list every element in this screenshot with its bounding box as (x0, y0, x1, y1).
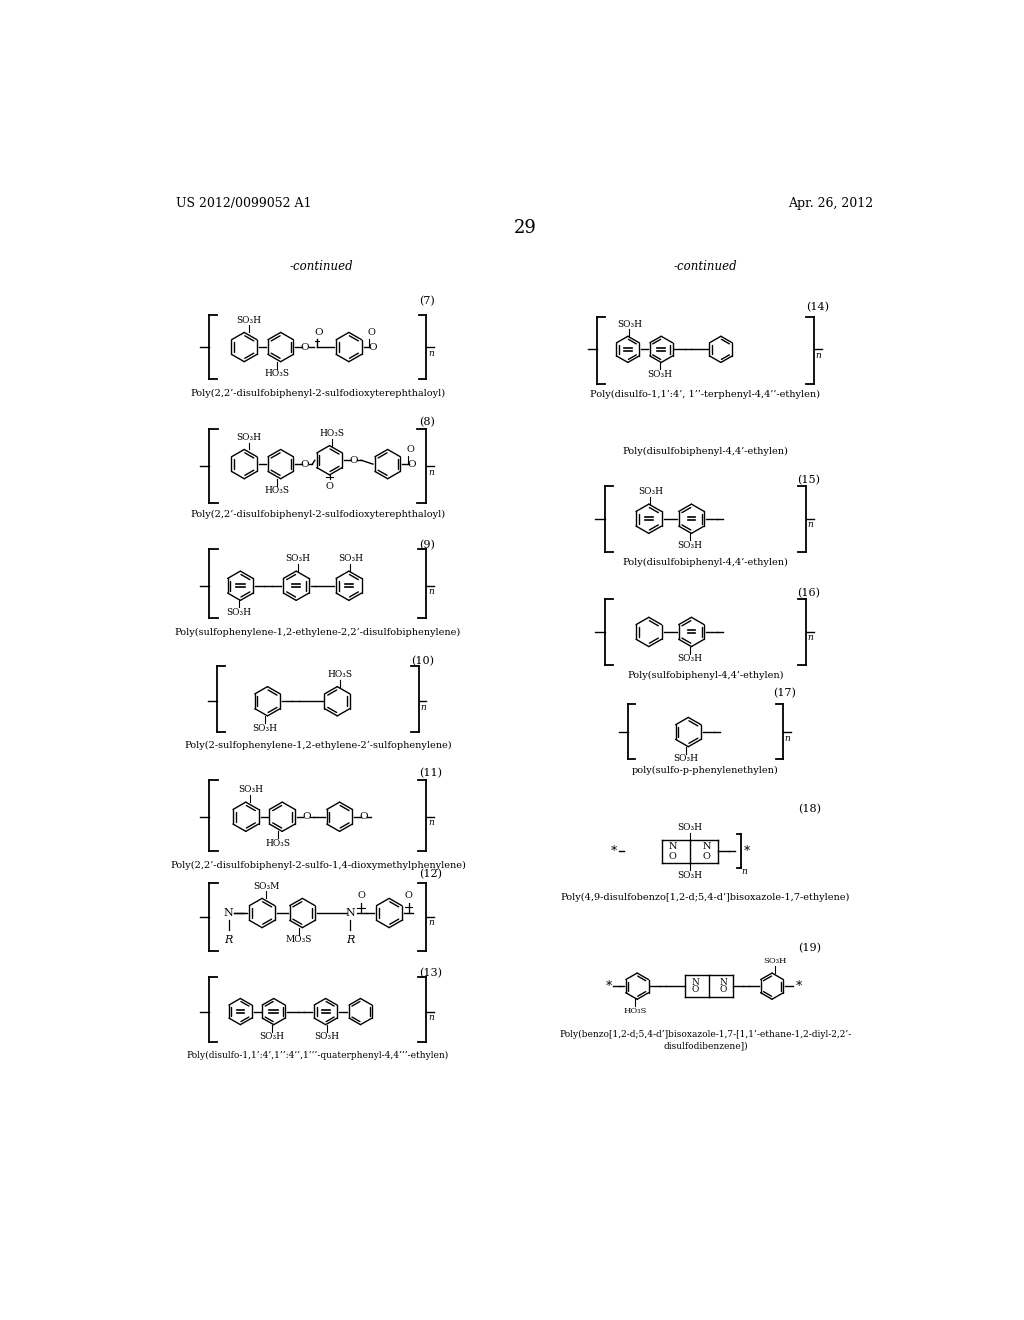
Text: O: O (368, 329, 375, 337)
Text: n: n (428, 348, 434, 358)
Text: (17): (17) (773, 689, 797, 698)
Text: SO₃H: SO₃H (677, 541, 702, 550)
Text: O: O (703, 851, 711, 861)
Text: N: N (345, 908, 355, 917)
Text: Poly(4,9-disulfobenzo[1,2-d;5,4-d’]bisoxazole-1,7-ethylene): Poly(4,9-disulfobenzo[1,2-d;5,4-d’]bisox… (561, 894, 850, 902)
Text: n: n (428, 919, 434, 928)
Text: O: O (357, 891, 366, 900)
Text: n: n (428, 818, 434, 828)
Text: HO₃S: HO₃S (624, 1007, 646, 1015)
Text: US 2012/0099052 A1: US 2012/0099052 A1 (176, 197, 311, 210)
Text: SO₃H: SO₃H (238, 785, 263, 795)
Text: *: * (743, 845, 750, 858)
Text: Poly(2,2’-disulfobiphenyl-2-sulfodioxyterephthaloyl): Poly(2,2’-disulfobiphenyl-2-sulfodioxyte… (190, 510, 445, 519)
Text: O: O (691, 986, 699, 994)
Text: SO₃H: SO₃H (677, 871, 702, 879)
Text: R: R (346, 935, 354, 945)
Text: O: O (408, 459, 416, 469)
Text: (15): (15) (797, 475, 820, 486)
Text: Poly(disulfo-1,1’:4’, 1’’-terphenyl-4,4’’-ethylen): Poly(disulfo-1,1’:4’, 1’’-terphenyl-4,4’… (591, 391, 820, 400)
Text: N: N (224, 908, 233, 917)
Text: Poly(2-sulfophenylene-1,2-ethylene-2’-sulfophenylene): Poly(2-sulfophenylene-1,2-ethylene-2’-su… (184, 741, 452, 750)
Text: O: O (314, 329, 323, 337)
Text: n: n (815, 351, 821, 360)
Text: n: n (428, 1014, 434, 1022)
Text: (16): (16) (797, 589, 820, 598)
Text: N: N (669, 842, 677, 851)
Text: disulfodibenzene]): disulfodibenzene]) (664, 1041, 748, 1051)
Text: SO₃H: SO₃H (674, 755, 698, 763)
Text: Poly(disulfobiphenyl-4,4’-ethylen): Poly(disulfobiphenyl-4,4’-ethylen) (623, 446, 788, 455)
Text: (14): (14) (806, 302, 829, 312)
Text: O: O (300, 459, 309, 469)
Text: (19): (19) (799, 942, 821, 953)
Text: SO₃H: SO₃H (286, 554, 310, 564)
Text: HO₃S: HO₃S (266, 840, 291, 847)
Text: Poly(sulfophenylene-1,2-ethylene-2,2’-disulfobiphenylene): Poly(sulfophenylene-1,2-ethylene-2,2’-di… (175, 627, 461, 636)
Text: -continued: -continued (290, 260, 353, 273)
Text: (12): (12) (419, 870, 441, 879)
Text: (7): (7) (419, 296, 434, 306)
Text: O: O (359, 812, 368, 821)
Text: n: n (784, 734, 791, 743)
Text: (11): (11) (419, 768, 441, 777)
Text: *: * (610, 845, 617, 858)
Text: Apr. 26, 2012: Apr. 26, 2012 (788, 197, 873, 210)
Text: SO₃H: SO₃H (226, 609, 251, 616)
Text: SO₃H: SO₃H (253, 723, 278, 733)
Text: (10): (10) (411, 656, 434, 667)
Text: n: n (808, 634, 813, 643)
Text: HO₃S: HO₃S (327, 671, 352, 678)
Text: n: n (741, 867, 746, 875)
Text: SO₃H: SO₃H (237, 433, 261, 442)
Text: n: n (428, 469, 434, 477)
Text: *: * (796, 979, 802, 993)
Text: n: n (420, 702, 426, 711)
Text: Poly(benzo[1,2-d;5,4-d’]bisoxazole-1,7-[1,1’-ethane-1,2-diyl-2,2’-: Poly(benzo[1,2-d;5,4-d’]bisoxazole-1,7-[… (559, 1030, 852, 1039)
Text: SO₃H: SO₃H (260, 1032, 285, 1041)
Text: SO₃H: SO₃H (237, 315, 261, 325)
Text: -continued: -continued (674, 260, 737, 273)
Text: SO₃M: SO₃M (253, 882, 280, 891)
Text: n: n (428, 587, 434, 597)
Text: Poly(2,2’-disulfobiphenyl-2-sulfo-1,4-dioxymethylphenylene): Poly(2,2’-disulfobiphenyl-2-sulfo-1,4-di… (170, 861, 466, 870)
Text: (9): (9) (419, 540, 434, 550)
Text: O: O (720, 986, 727, 994)
Text: SO₃H: SO₃H (677, 824, 702, 832)
Text: O: O (326, 482, 334, 491)
Text: R: R (224, 935, 232, 945)
Text: (8): (8) (419, 417, 434, 426)
Text: Poly(disulfobiphenyl-4,4’-ethylen): Poly(disulfobiphenyl-4,4’-ethylen) (623, 558, 788, 568)
Text: O: O (404, 891, 413, 900)
Text: Poly(disulfo-1,1’:4’,1’’:4’’,1’’’-quaterphenyl-4,4’’’-ethylen): Poly(disulfo-1,1’:4’,1’’:4’’,1’’’-quater… (186, 1051, 449, 1060)
Text: SO₃H: SO₃H (338, 554, 362, 564)
Text: HO₃S: HO₃S (264, 487, 290, 495)
Text: SO₃H: SO₃H (677, 655, 702, 663)
Text: O: O (300, 343, 309, 351)
Text: SO₃H: SO₃H (616, 319, 642, 329)
Text: O: O (349, 455, 357, 465)
Text: Poly(sulfobiphenyl-4,4’-ethylen): Poly(sulfobiphenyl-4,4’-ethylen) (627, 672, 783, 680)
Text: MO₃S: MO₃S (286, 936, 311, 944)
Text: n: n (808, 520, 813, 529)
Text: *: * (605, 979, 611, 993)
Text: N: N (691, 978, 699, 987)
Text: 29: 29 (513, 219, 537, 236)
Text: poly(sulfo-p-phenylenethylen): poly(sulfo-p-phenylenethylen) (632, 766, 778, 775)
Text: O: O (302, 812, 310, 821)
Text: O: O (369, 343, 377, 351)
Text: N: N (702, 842, 712, 851)
Text: (18): (18) (799, 804, 821, 814)
Text: (13): (13) (419, 968, 441, 978)
Text: HO₃S: HO₃S (319, 429, 344, 438)
Text: O: O (407, 445, 414, 454)
Text: Poly(2,2’-disulfobiphenyl-2-sulfodioxyterephthaloyl): Poly(2,2’-disulfobiphenyl-2-sulfodioxyte… (190, 388, 445, 397)
Text: O: O (669, 851, 677, 861)
Text: SO₃H: SO₃H (647, 370, 672, 379)
Text: SO₃H: SO₃H (764, 957, 786, 965)
Text: SO₃H: SO₃H (638, 487, 663, 496)
Text: HO₃S: HO₃S (264, 370, 290, 379)
Text: N: N (719, 978, 727, 987)
Text: SO₃H: SO₃H (314, 1032, 340, 1041)
